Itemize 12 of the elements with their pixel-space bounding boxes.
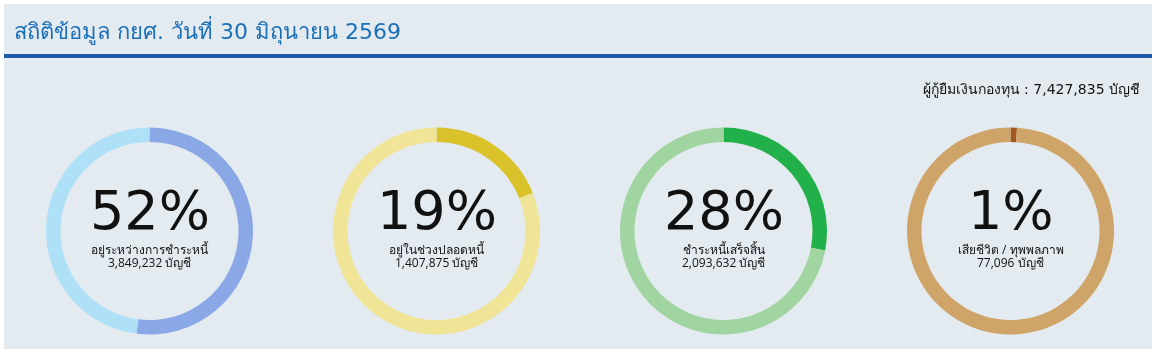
text: ผู้กู้ยืมเงินกองทุน : 7,427,835 บัญชี [922,80,1140,100]
data-label: 1% [968,179,1054,242]
data-label: 28% [664,179,785,242]
slice-label: อยู่ในช่วงปลอดหนี้ [389,241,485,258]
text: 2,093,632 บัญชี [682,254,766,271]
donut-slice [620,127,826,335]
data-label: 19% [377,179,498,242]
donut-slice [907,127,1114,335]
text: สถิติข้อมูล กยศ. วันที่ 30 มิถุนายน 2569 [14,15,401,47]
slice-label: เสียชีวิต / ทุพพลภาพ [958,241,1064,258]
data-label: 52% [90,179,211,242]
donut-slice [333,127,540,335]
